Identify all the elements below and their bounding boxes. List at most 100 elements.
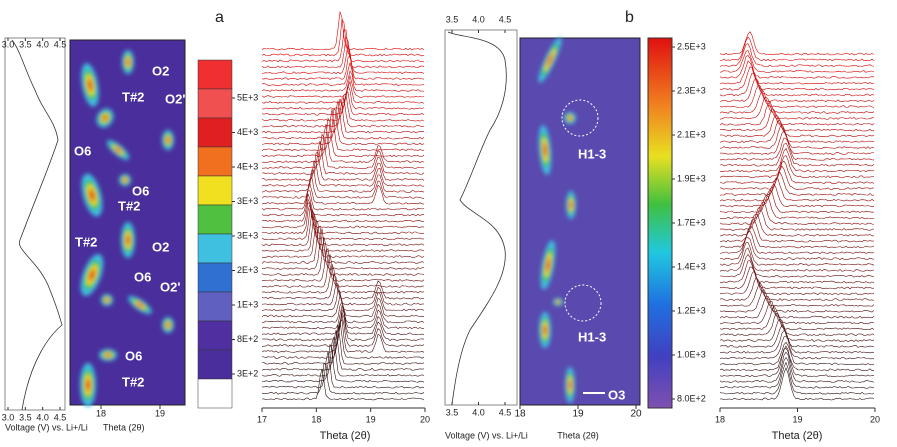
pattern-trace (719, 219, 875, 243)
intensity-blob (166, 323, 170, 327)
colorbar-label: 2.3E+3 (677, 85, 706, 95)
pattern-trace (719, 330, 875, 354)
x-tick-label: 19 (572, 409, 584, 420)
pattern-trace (719, 177, 875, 202)
x-tick-label: 4.0 (472, 14, 485, 24)
annotation: O6 (74, 143, 91, 158)
x-tick-label: 19 (155, 408, 165, 418)
intensity-blob (105, 298, 109, 302)
pattern-trace (719, 147, 875, 173)
annotation: T#2 (75, 234, 97, 249)
x-tick-label: 18 (514, 409, 526, 420)
pattern-trace (261, 198, 425, 223)
intensity-blob (115, 148, 121, 152)
pattern-trace (719, 120, 875, 144)
intensity-blob (166, 138, 170, 142)
colorbar-band (197, 291, 233, 322)
intensity-blob (569, 381, 571, 389)
x-tick-label: 3.0 (2, 39, 15, 49)
colorbar-label: 2.5E+3 (677, 41, 706, 51)
map-b (519, 37, 641, 406)
pattern-trace (261, 117, 425, 158)
pattern-trace (719, 194, 875, 220)
colorbar-band (197, 262, 233, 293)
intensity-blob (123, 178, 127, 182)
pattern-trace (719, 348, 874, 372)
x-tick-label: 19 (792, 414, 802, 424)
axis-label: Theta (2θ) (103, 422, 145, 432)
pattern-trace (719, 155, 875, 179)
pattern-trace (719, 361, 875, 395)
pattern-trace (261, 289, 425, 312)
intensity-blob (137, 303, 143, 307)
axis-label: Voltage (V) vs. Li+/Li (445, 430, 528, 440)
colorbar-band (197, 175, 233, 206)
pattern-trace (261, 140, 425, 175)
x-tick-label: 3.5 (446, 407, 459, 417)
pattern-trace (719, 237, 875, 261)
annotation: O2' (160, 279, 180, 294)
colorbar-label: 8.0E+2 (677, 393, 706, 403)
pattern-trace (261, 160, 425, 187)
voltage-curve (11, 39, 63, 411)
annotation: O6 (125, 348, 142, 363)
pattern-trace (261, 190, 425, 211)
pattern-trace (719, 266, 875, 290)
intensity-blob (103, 116, 107, 120)
pattern-trace (719, 270, 875, 296)
pattern-trace (719, 114, 875, 138)
pattern-trace (261, 213, 425, 252)
pattern-trace (719, 351, 875, 383)
colorbar-label: 1.7E+3 (677, 217, 706, 227)
colorbar-label: 5E+3 (237, 92, 258, 102)
colorbar-band (197, 204, 233, 235)
colorbar-band (197, 88, 233, 119)
pattern-trace (261, 44, 425, 75)
colorbar-label: 4E+3 (237, 127, 258, 137)
pattern-trace (719, 247, 875, 272)
pattern-trace (719, 201, 875, 225)
colorbar-band (197, 378, 233, 409)
colorbar-label: 3E+3 (237, 196, 258, 206)
pattern-trace (719, 305, 875, 331)
axis-label: Theta (2θ) (557, 430, 599, 440)
pattern-trace (261, 311, 425, 342)
pattern-trace (261, 36, 425, 69)
panel-label: b (625, 9, 634, 26)
annotation: T#2 (122, 89, 144, 104)
pattern-trace (261, 151, 425, 181)
pattern-trace (261, 11, 425, 51)
voltage-frame (444, 29, 518, 406)
colorbar-label: 1.0E+3 (677, 349, 706, 359)
pattern-trace (261, 202, 425, 229)
colorbar-band (197, 59, 233, 90)
pattern-trace (261, 283, 425, 306)
x-tick-label: 4.0 (36, 39, 49, 49)
pattern-trace (719, 189, 875, 214)
pattern-trace (719, 367, 875, 401)
pattern-trace (719, 260, 875, 284)
pattern-trace (719, 60, 875, 85)
x-tick-label: 3.0 (2, 412, 15, 422)
intensity-blob (90, 191, 94, 199)
x-tick-label: 4.5 (54, 39, 67, 49)
pattern-trace (719, 281, 875, 307)
colorbar-band (197, 117, 233, 148)
pattern-trace (261, 80, 425, 104)
colorbar-label: 1E+3 (237, 299, 258, 309)
annotation: H1-3 (578, 146, 606, 161)
pattern-trace (719, 72, 875, 97)
pattern-trace (719, 108, 875, 132)
axis-label: Theta (2θ) (772, 430, 823, 442)
pattern-trace (261, 321, 425, 359)
axis-label: Voltage (V) vs. Li+/Li (5, 422, 88, 432)
intensity-blob (546, 260, 550, 270)
x-tick-label: 18 (96, 408, 106, 418)
pattern-trace (719, 277, 875, 301)
colorbar-label: 1.2E+3 (677, 305, 706, 315)
pattern-trace (261, 18, 425, 57)
pattern-trace (719, 54, 875, 79)
panel-label: a (215, 9, 224, 26)
pattern-trace (719, 130, 874, 155)
